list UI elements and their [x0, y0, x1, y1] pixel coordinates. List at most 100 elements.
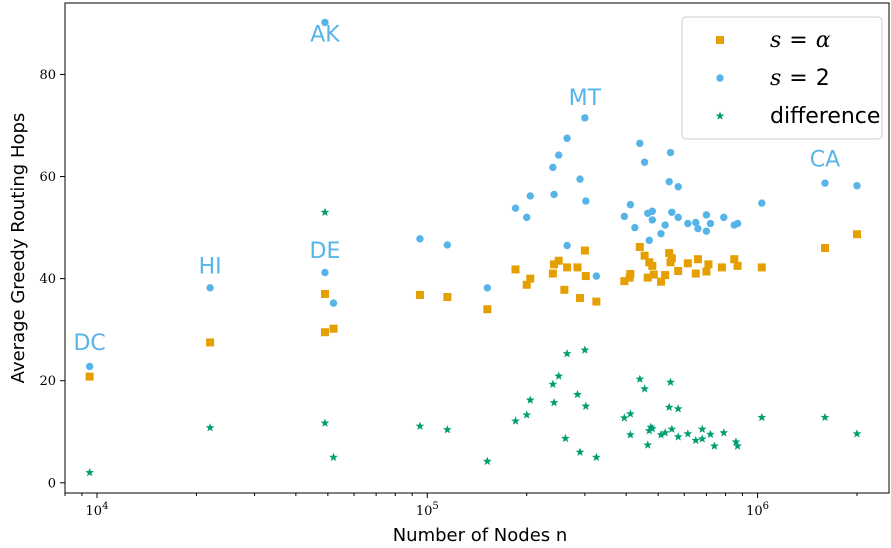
data-point-circle — [206, 284, 214, 292]
data-point-circle — [563, 134, 571, 142]
data-point-square — [320, 328, 329, 337]
data-point-star — [581, 401, 591, 410]
data-point-square — [522, 280, 531, 289]
data-point-square — [635, 242, 644, 251]
data-point-square — [704, 260, 713, 269]
data-point-square — [626, 270, 635, 279]
data-point-square — [560, 285, 569, 294]
data-point-star — [646, 422, 656, 431]
data-point-square — [683, 259, 692, 268]
data-point-star — [635, 374, 645, 383]
data-point-circle — [666, 148, 675, 157]
data-point-circle — [321, 18, 329, 27]
data-point-square — [415, 290, 424, 299]
data-point-square — [661, 271, 670, 280]
data-point-star — [640, 384, 649, 393]
data-point-square — [733, 261, 742, 270]
y-axis-title: Average Greedy Routing Hops — [8, 113, 29, 384]
data-point-square — [320, 289, 329, 298]
data-point-star — [643, 440, 653, 449]
x-tick-label: 104 — [86, 501, 109, 519]
data-point-circle — [321, 268, 329, 277]
legend-label: s = α — [770, 28, 831, 53]
data-point-circle — [684, 219, 692, 228]
data-point-square — [643, 273, 652, 282]
data-point-star — [820, 412, 830, 422]
data-point-square — [667, 254, 676, 263]
data-point-circle — [640, 158, 649, 166]
legend: s = α s = 2 difference — [681, 16, 883, 140]
data-point-square — [592, 297, 601, 306]
data-point-star — [706, 429, 715, 439]
data-point-star — [852, 429, 862, 438]
data-point-circle — [555, 151, 563, 159]
data-point-circle — [674, 183, 682, 191]
data-point-circle — [526, 192, 534, 200]
data-point-circle — [329, 299, 338, 307]
data-point-circle — [443, 241, 452, 249]
annotation-label: DE — [310, 239, 341, 264]
y-axis: 0 20 40 60 80 — [39, 68, 65, 491]
data-point-circle — [853, 182, 861, 190]
data-point-star — [664, 402, 674, 411]
data-point-circle — [483, 284, 492, 292]
data-point-star — [626, 430, 635, 439]
data-point-circle — [549, 163, 557, 172]
data-point-circle — [563, 241, 571, 250]
annotation-label: AK — [310, 22, 340, 47]
annotation-label: CA — [810, 147, 840, 172]
data-point-circle — [694, 224, 702, 233]
legend-box — [681, 16, 883, 140]
data-point-square — [852, 230, 861, 239]
data-point-square — [581, 272, 590, 281]
y-tick-label: 40 — [39, 272, 56, 287]
data-point-star — [719, 428, 729, 437]
legend-marker-circle — [716, 74, 724, 82]
data-point-circle — [576, 175, 584, 183]
data-point-square — [554, 256, 563, 265]
data-point-square — [329, 324, 338, 333]
data-marks — [85, 18, 862, 477]
legend-marker-square — [716, 36, 724, 44]
y-tick-label: 20 — [39, 374, 56, 389]
data-point-star — [673, 432, 683, 441]
data-point-star — [580, 345, 590, 354]
data-point-star — [561, 433, 570, 443]
annotation-label: HI — [199, 255, 222, 280]
legend-label: difference — [770, 104, 880, 129]
x-tick-label: 106 — [746, 501, 769, 519]
x-axis: 104 105 106 — [64, 493, 858, 519]
data-point-star — [329, 452, 338, 461]
data-point-star — [697, 434, 707, 443]
data-point-square — [550, 260, 559, 269]
data-point-star — [205, 423, 215, 432]
data-point-circle — [648, 207, 656, 215]
y-tick-label: 0 — [48, 476, 56, 491]
data-point-square — [483, 305, 492, 314]
legend-label: s = 2 — [770, 66, 830, 91]
data-point-circle — [665, 177, 673, 186]
data-point-star — [731, 437, 741, 446]
data-point-square — [580, 246, 589, 255]
data-point-circle — [706, 219, 715, 228]
data-point-square — [620, 277, 629, 286]
data-point-star — [482, 456, 492, 466]
data-point-star — [548, 379, 558, 388]
data-point-star — [673, 404, 683, 413]
data-point-square — [648, 261, 657, 270]
data-point-star — [415, 421, 425, 430]
data-point-star — [656, 430, 666, 439]
data-point-circle — [636, 139, 644, 148]
data-point-star — [733, 441, 742, 450]
data-point-star — [710, 441, 719, 450]
data-point-square — [563, 263, 572, 272]
annotations: DC HI AK DE MT CA — [73, 22, 840, 356]
data-point-star — [683, 429, 693, 438]
data-point-circle — [661, 221, 669, 229]
data-point-square — [757, 263, 766, 272]
data-point-circle — [702, 227, 711, 235]
data-point-square — [693, 255, 702, 264]
data-point-star — [320, 418, 330, 427]
data-point-star — [644, 426, 654, 435]
